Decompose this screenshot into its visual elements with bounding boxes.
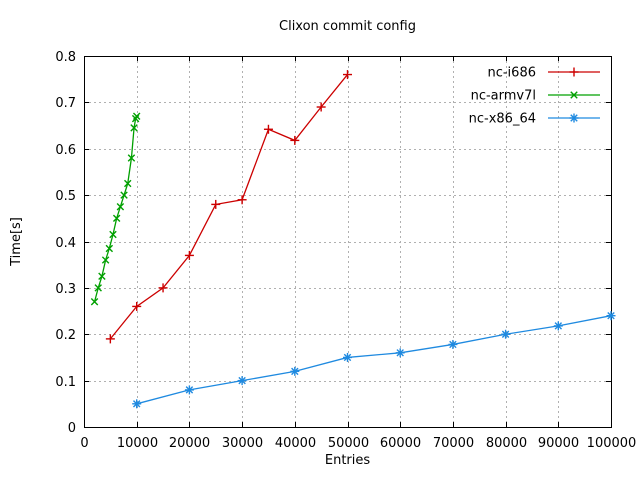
- x-axis-tick-label: 40000: [275, 436, 316, 451]
- x-axis-tick-label: 70000: [433, 436, 474, 451]
- y-axis-tick-label: 0.8: [55, 50, 76, 65]
- y-axis-tick-label: 0.6: [55, 143, 76, 158]
- legend-label-nc-i686: nc-i686: [487, 66, 536, 81]
- y-axis-tick-label: 0: [68, 421, 76, 436]
- plot-border: [84, 56, 612, 428]
- x-axis-tick-label: 60000: [380, 436, 421, 451]
- y-axis-label: Time[s]: [9, 217, 24, 267]
- chart-title: Clixon commit config: [279, 19, 416, 34]
- y-axis-tick-label: 0.7: [55, 96, 76, 111]
- y-axis-tick-label: 0.2: [55, 328, 76, 343]
- x-axis-tick-label: 100000: [587, 436, 637, 451]
- legend-swatch-nc-x86_64: [548, 113, 600, 123]
- x-axis-tick-label: 0: [80, 436, 88, 451]
- x-axis-tick-label: 30000: [222, 436, 263, 451]
- y-axis-tick-label: 0.3: [55, 282, 76, 297]
- legend-label-nc-armv7l: nc-armv7l: [471, 89, 536, 104]
- x-axis-label: Entries: [325, 453, 371, 468]
- series-nc-x86_64: [132, 311, 616, 409]
- y-axis-tick-label: 0.5: [55, 189, 76, 204]
- y-axis-tick-label: 0.1: [55, 375, 76, 390]
- series-line: [136, 315, 612, 405]
- series-line: [93, 116, 138, 302]
- x-axis-tick-label: 90000: [538, 436, 579, 451]
- y-axis-tick-label: 0.4: [55, 236, 76, 251]
- x-axis-tick-label: 10000: [117, 436, 158, 451]
- legend-swatch-nc-armv7l: [548, 91, 600, 99]
- series-nc-armv7l: [90, 112, 141, 306]
- x-axis-tick-label: 20000: [169, 436, 210, 451]
- series-line: [109, 74, 349, 340]
- x-axis-tick-label: 80000: [486, 436, 527, 451]
- x-axis-tick-label: 50000: [328, 436, 369, 451]
- legend-label-nc-x86_64: nc-x86_64: [469, 112, 536, 127]
- series-nc-i686: [105, 70, 352, 344]
- legend-swatch-nc-i686: [548, 67, 600, 77]
